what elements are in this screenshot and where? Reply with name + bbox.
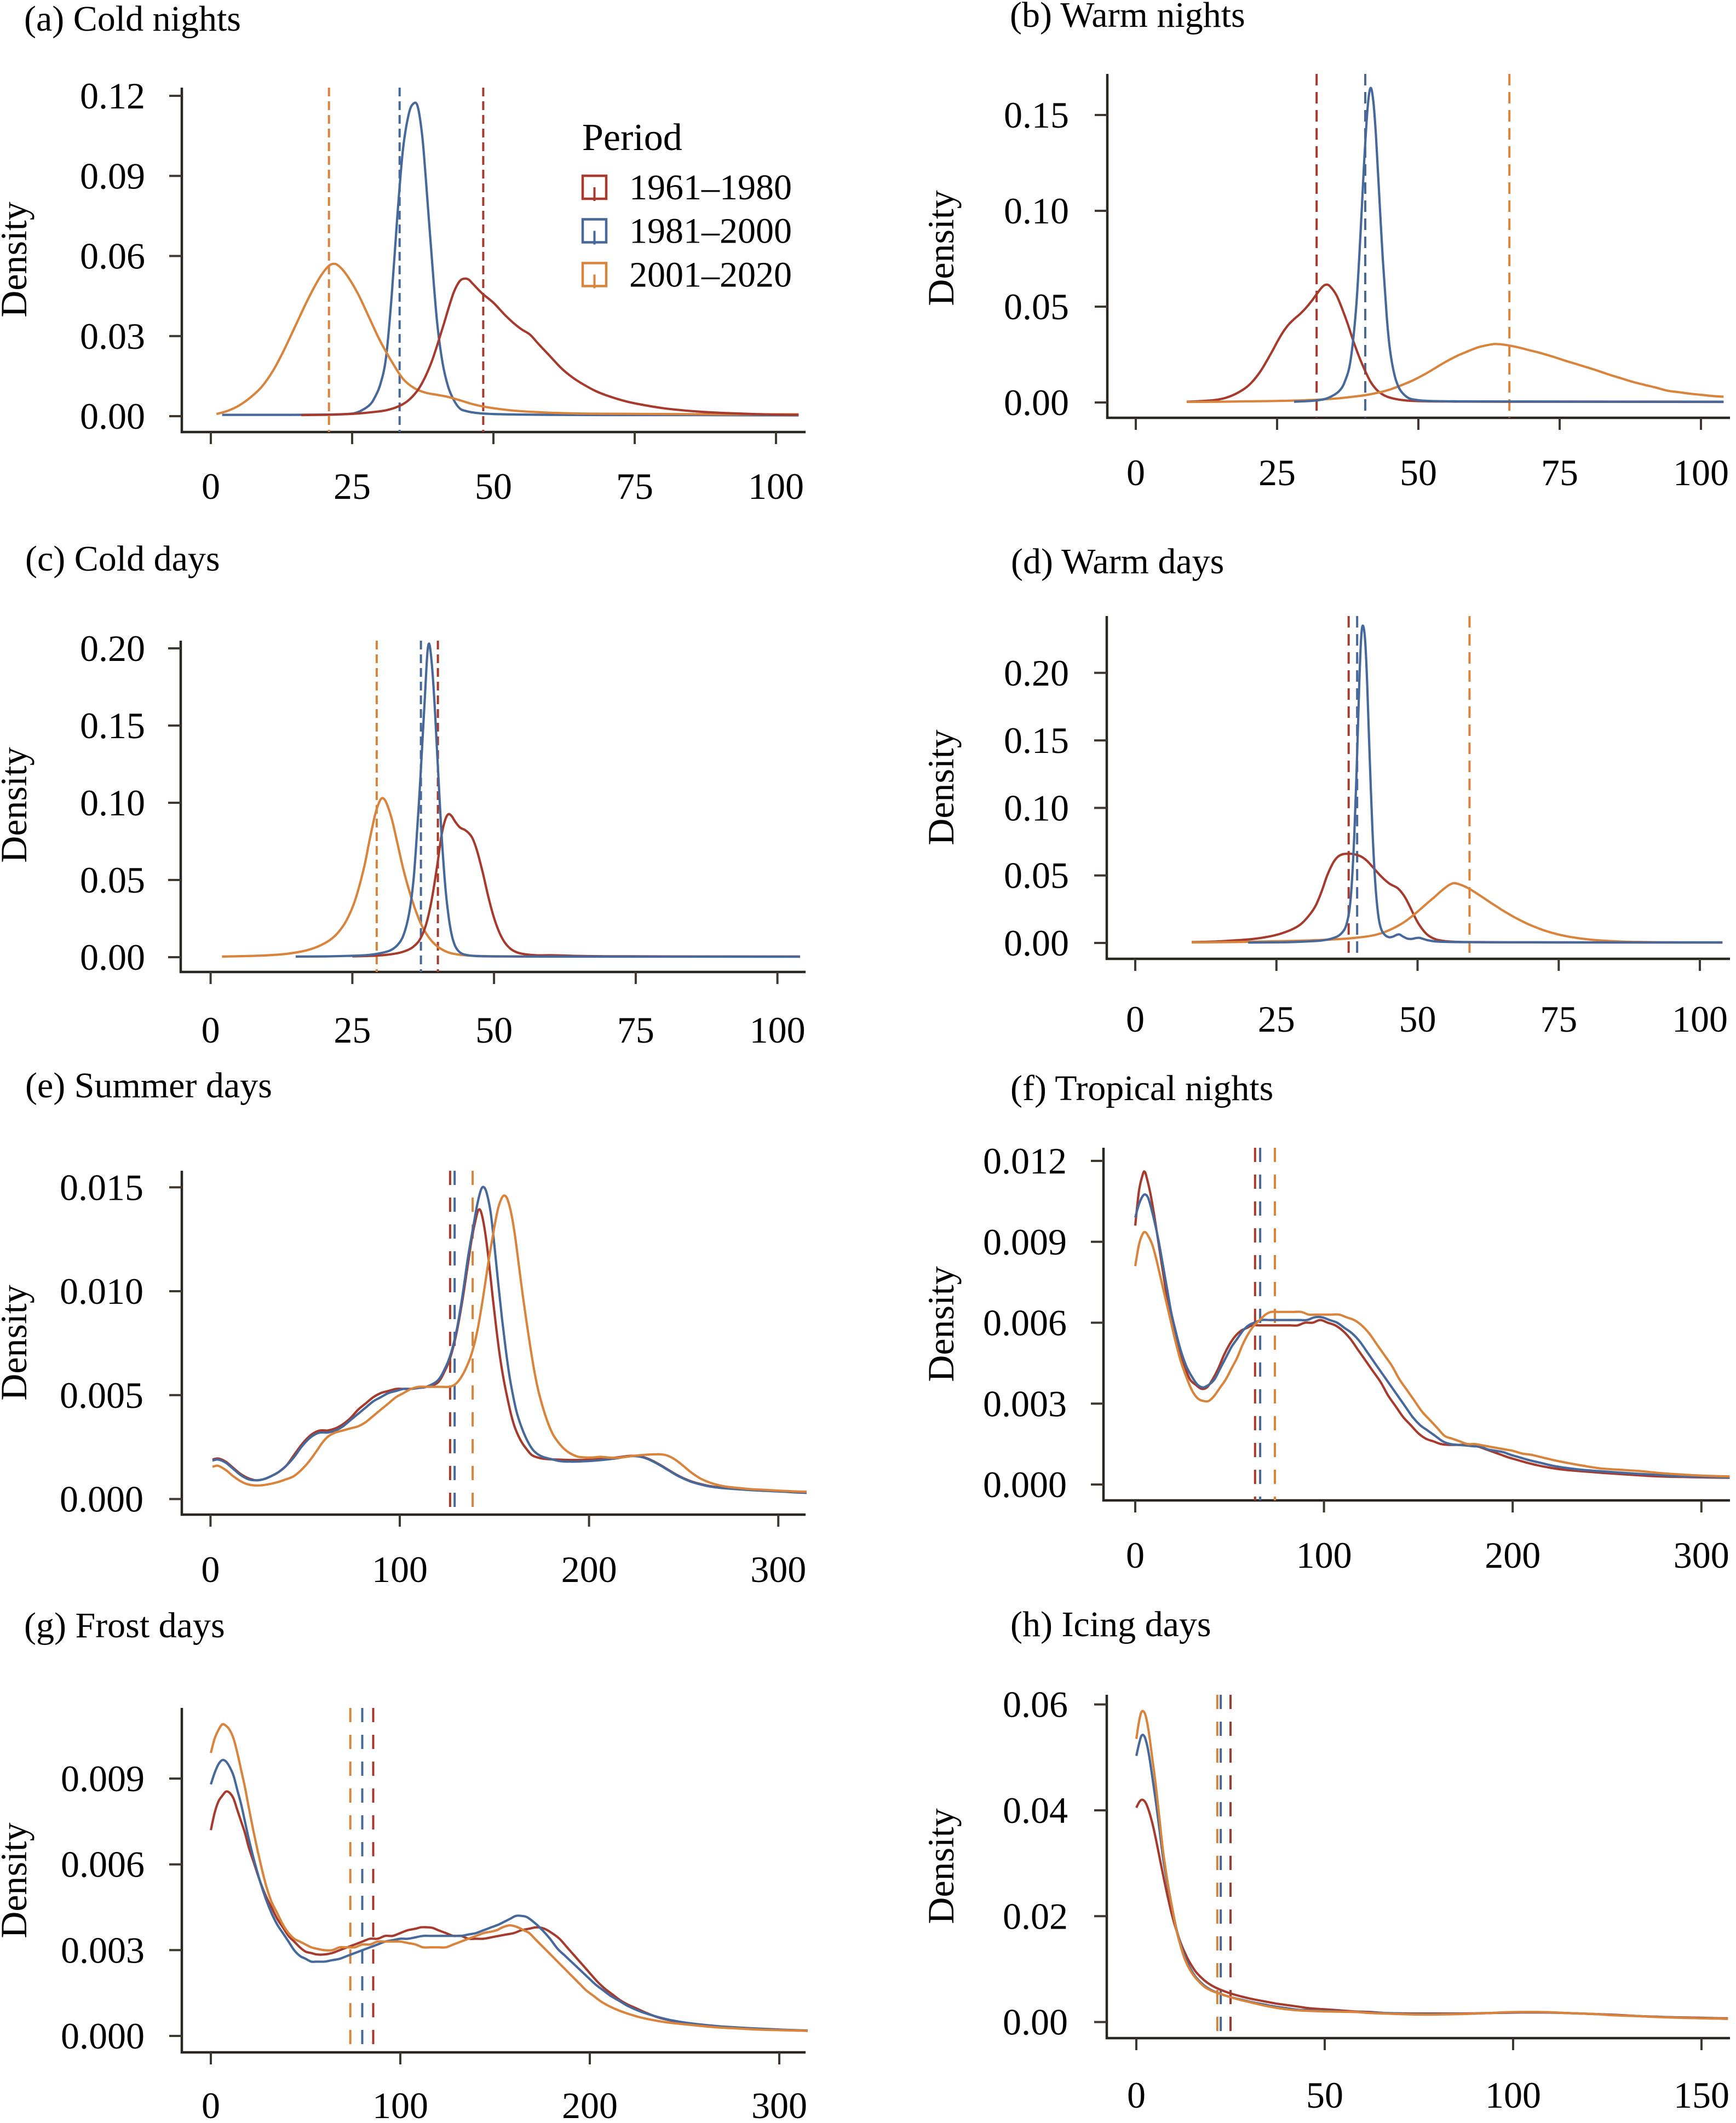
svg-text:200: 200 <box>1485 1534 1540 1576</box>
svg-text:300: 300 <box>750 1549 806 1590</box>
svg-text:(b) Warm nights: (b) Warm nights <box>1010 0 1245 35</box>
svg-text:0.02: 0.02 <box>1003 1895 1068 1937</box>
svg-text:0.12: 0.12 <box>80 75 145 117</box>
svg-text:200: 200 <box>561 1549 617 1590</box>
svg-text:25: 25 <box>1258 998 1295 1040</box>
svg-text:0.009: 0.009 <box>61 1758 145 1799</box>
svg-text:Density: Density <box>920 729 962 845</box>
svg-text:0: 0 <box>202 2085 220 2120</box>
svg-text:0.005: 0.005 <box>60 1374 143 1416</box>
svg-text:0.10: 0.10 <box>1004 787 1069 829</box>
svg-text:100: 100 <box>1672 998 1728 1040</box>
svg-text:Density: Density <box>0 1822 35 1938</box>
svg-text:0.00: 0.00 <box>1003 2001 1068 2043</box>
svg-text:100: 100 <box>1296 1534 1352 1576</box>
svg-text:0.20: 0.20 <box>1004 652 1069 694</box>
svg-text:Density: Density <box>0 202 35 318</box>
svg-text:50: 50 <box>475 1009 513 1051</box>
svg-text:0.09: 0.09 <box>80 155 145 197</box>
svg-text:0: 0 <box>1126 1534 1145 1576</box>
svg-text:0.00: 0.00 <box>1004 382 1069 423</box>
svg-text:(d) Warm days: (d) Warm days <box>1011 542 1224 582</box>
svg-text:Density: Density <box>920 190 962 306</box>
svg-text:0.05: 0.05 <box>1004 855 1069 896</box>
svg-text:0.00: 0.00 <box>1004 922 1069 964</box>
svg-text:50: 50 <box>1400 452 1437 493</box>
svg-text:0.05: 0.05 <box>1004 286 1069 327</box>
svg-text:0.00: 0.00 <box>80 936 145 978</box>
svg-text:0: 0 <box>1127 2074 1146 2116</box>
svg-text:0.10: 0.10 <box>80 782 145 824</box>
svg-text:50: 50 <box>1306 2074 1343 2116</box>
svg-text:2001–2020: 2001–2020 <box>629 255 792 295</box>
svg-text:150: 150 <box>1674 2074 1729 2116</box>
svg-text:(g) Frost days: (g) Frost days <box>24 1606 225 1646</box>
svg-text:0.009: 0.009 <box>983 1221 1067 1263</box>
svg-text:0.06: 0.06 <box>80 235 145 277</box>
svg-text:100: 100 <box>750 1009 806 1051</box>
svg-text:200: 200 <box>562 2085 618 2120</box>
svg-text:0.012: 0.012 <box>983 1140 1067 1182</box>
svg-text:0.000: 0.000 <box>60 1478 143 1520</box>
svg-text:0.000: 0.000 <box>983 1464 1067 1505</box>
svg-text:75: 75 <box>617 1009 654 1051</box>
svg-text:0: 0 <box>202 1009 220 1051</box>
svg-text:Density: Density <box>0 747 35 863</box>
svg-text:0.06: 0.06 <box>1003 1684 1068 1725</box>
svg-text:0.006: 0.006 <box>983 1302 1067 1344</box>
svg-text:1981–2000: 1981–2000 <box>629 211 792 251</box>
svg-text:300: 300 <box>751 2085 807 2120</box>
svg-text:0.015: 0.015 <box>60 1166 143 1208</box>
svg-text:50: 50 <box>1399 998 1436 1040</box>
svg-text:0.03: 0.03 <box>80 315 145 357</box>
svg-text:50: 50 <box>475 465 512 507</box>
svg-text:(f) Tropical nights: (f) Tropical nights <box>1010 1068 1273 1108</box>
svg-text:(h) Icing days: (h) Icing days <box>1010 1604 1211 1644</box>
svg-text:0.05: 0.05 <box>80 859 145 901</box>
svg-text:0: 0 <box>1126 998 1145 1040</box>
svg-text:100: 100 <box>372 1549 428 1590</box>
svg-text:75: 75 <box>616 465 653 507</box>
svg-text:0.003: 0.003 <box>61 1929 145 1971</box>
svg-text:0.00: 0.00 <box>80 395 145 437</box>
svg-text:0.20: 0.20 <box>80 628 145 669</box>
svg-text:Period: Period <box>582 117 682 159</box>
svg-text:0.000: 0.000 <box>61 2015 145 2057</box>
svg-text:0: 0 <box>1126 452 1145 493</box>
svg-text:1961–1980: 1961–1980 <box>629 168 792 208</box>
svg-text:100: 100 <box>1673 452 1729 493</box>
svg-text:0.10: 0.10 <box>1004 190 1069 232</box>
svg-text:75: 75 <box>1540 998 1577 1040</box>
svg-text:(c) Cold days: (c) Cold days <box>25 539 220 579</box>
svg-text:0.15: 0.15 <box>1004 720 1069 761</box>
svg-text:0.003: 0.003 <box>983 1383 1067 1424</box>
svg-text:75: 75 <box>1541 452 1578 493</box>
svg-text:0: 0 <box>201 1549 220 1590</box>
svg-text:0.010: 0.010 <box>60 1270 143 1312</box>
svg-text:(e) Summer days: (e) Summer days <box>25 1066 272 1106</box>
svg-text:25: 25 <box>334 465 371 507</box>
svg-text:100: 100 <box>748 465 804 507</box>
svg-text:300: 300 <box>1674 1534 1729 1576</box>
svg-text:Density: Density <box>920 1808 962 1924</box>
svg-text:0.006: 0.006 <box>61 1844 145 1885</box>
svg-text:0: 0 <box>202 465 220 507</box>
svg-text:25: 25 <box>334 1009 371 1051</box>
svg-text:0.15: 0.15 <box>80 705 145 746</box>
svg-text:0.04: 0.04 <box>1003 1790 1068 1831</box>
svg-text:0.15: 0.15 <box>1004 94 1069 136</box>
svg-text:25: 25 <box>1258 452 1296 493</box>
svg-text:Density: Density <box>920 1266 962 1382</box>
svg-text:(a) Cold nights: (a) Cold nights <box>24 0 241 39</box>
svg-text:100: 100 <box>1485 2074 1541 2116</box>
svg-text:100: 100 <box>372 2085 428 2120</box>
svg-text:Density: Density <box>0 1285 35 1401</box>
